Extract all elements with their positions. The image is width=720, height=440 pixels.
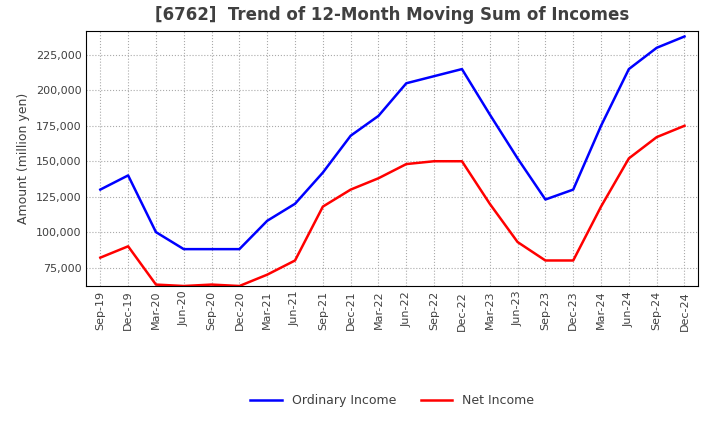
Legend: Ordinary Income, Net Income: Ordinary Income, Net Income (246, 389, 539, 412)
Ordinary Income (597, 123, 606, 128)
Ordinary Income (680, 34, 689, 39)
Ordinary Income (569, 187, 577, 192)
Net Income (124, 244, 132, 249)
Ordinary Income (485, 112, 494, 117)
Ordinary Income (624, 66, 633, 72)
Ordinary Income (318, 170, 327, 175)
Net Income (291, 258, 300, 263)
Ordinary Income (124, 173, 132, 178)
Net Income (96, 255, 104, 260)
Ordinary Income (458, 66, 467, 72)
Ordinary Income (152, 230, 161, 235)
Net Income (402, 161, 410, 167)
Net Income (263, 272, 271, 277)
Ordinary Income (235, 246, 243, 252)
Net Income (513, 239, 522, 245)
Net Income (235, 283, 243, 289)
Net Income (569, 258, 577, 263)
Ordinary Income (652, 45, 661, 51)
Ordinary Income (402, 81, 410, 86)
Net Income (207, 282, 216, 287)
Ordinary Income (96, 187, 104, 192)
Net Income (374, 176, 383, 181)
Net Income (624, 156, 633, 161)
Net Income (680, 123, 689, 128)
Ordinary Income (541, 197, 550, 202)
Net Income (541, 258, 550, 263)
Net Income (430, 158, 438, 164)
Ordinary Income (263, 218, 271, 224)
Net Income (597, 204, 606, 209)
Net Income (458, 158, 467, 164)
Ordinary Income (346, 133, 355, 138)
Line: Ordinary Income: Ordinary Income (100, 37, 685, 249)
Y-axis label: Amount (million yen): Amount (million yen) (17, 93, 30, 224)
Ordinary Income (430, 73, 438, 79)
Ordinary Income (179, 246, 188, 252)
Net Income (318, 204, 327, 209)
Line: Net Income: Net Income (100, 126, 685, 286)
Net Income (652, 135, 661, 140)
Ordinary Income (207, 246, 216, 252)
Ordinary Income (513, 156, 522, 161)
Ordinary Income (291, 201, 300, 206)
Net Income (152, 282, 161, 287)
Net Income (485, 201, 494, 206)
Title: [6762]  Trend of 12-Month Moving Sum of Incomes: [6762] Trend of 12-Month Moving Sum of I… (156, 6, 629, 24)
Net Income (179, 283, 188, 289)
Net Income (346, 187, 355, 192)
Ordinary Income (374, 113, 383, 118)
